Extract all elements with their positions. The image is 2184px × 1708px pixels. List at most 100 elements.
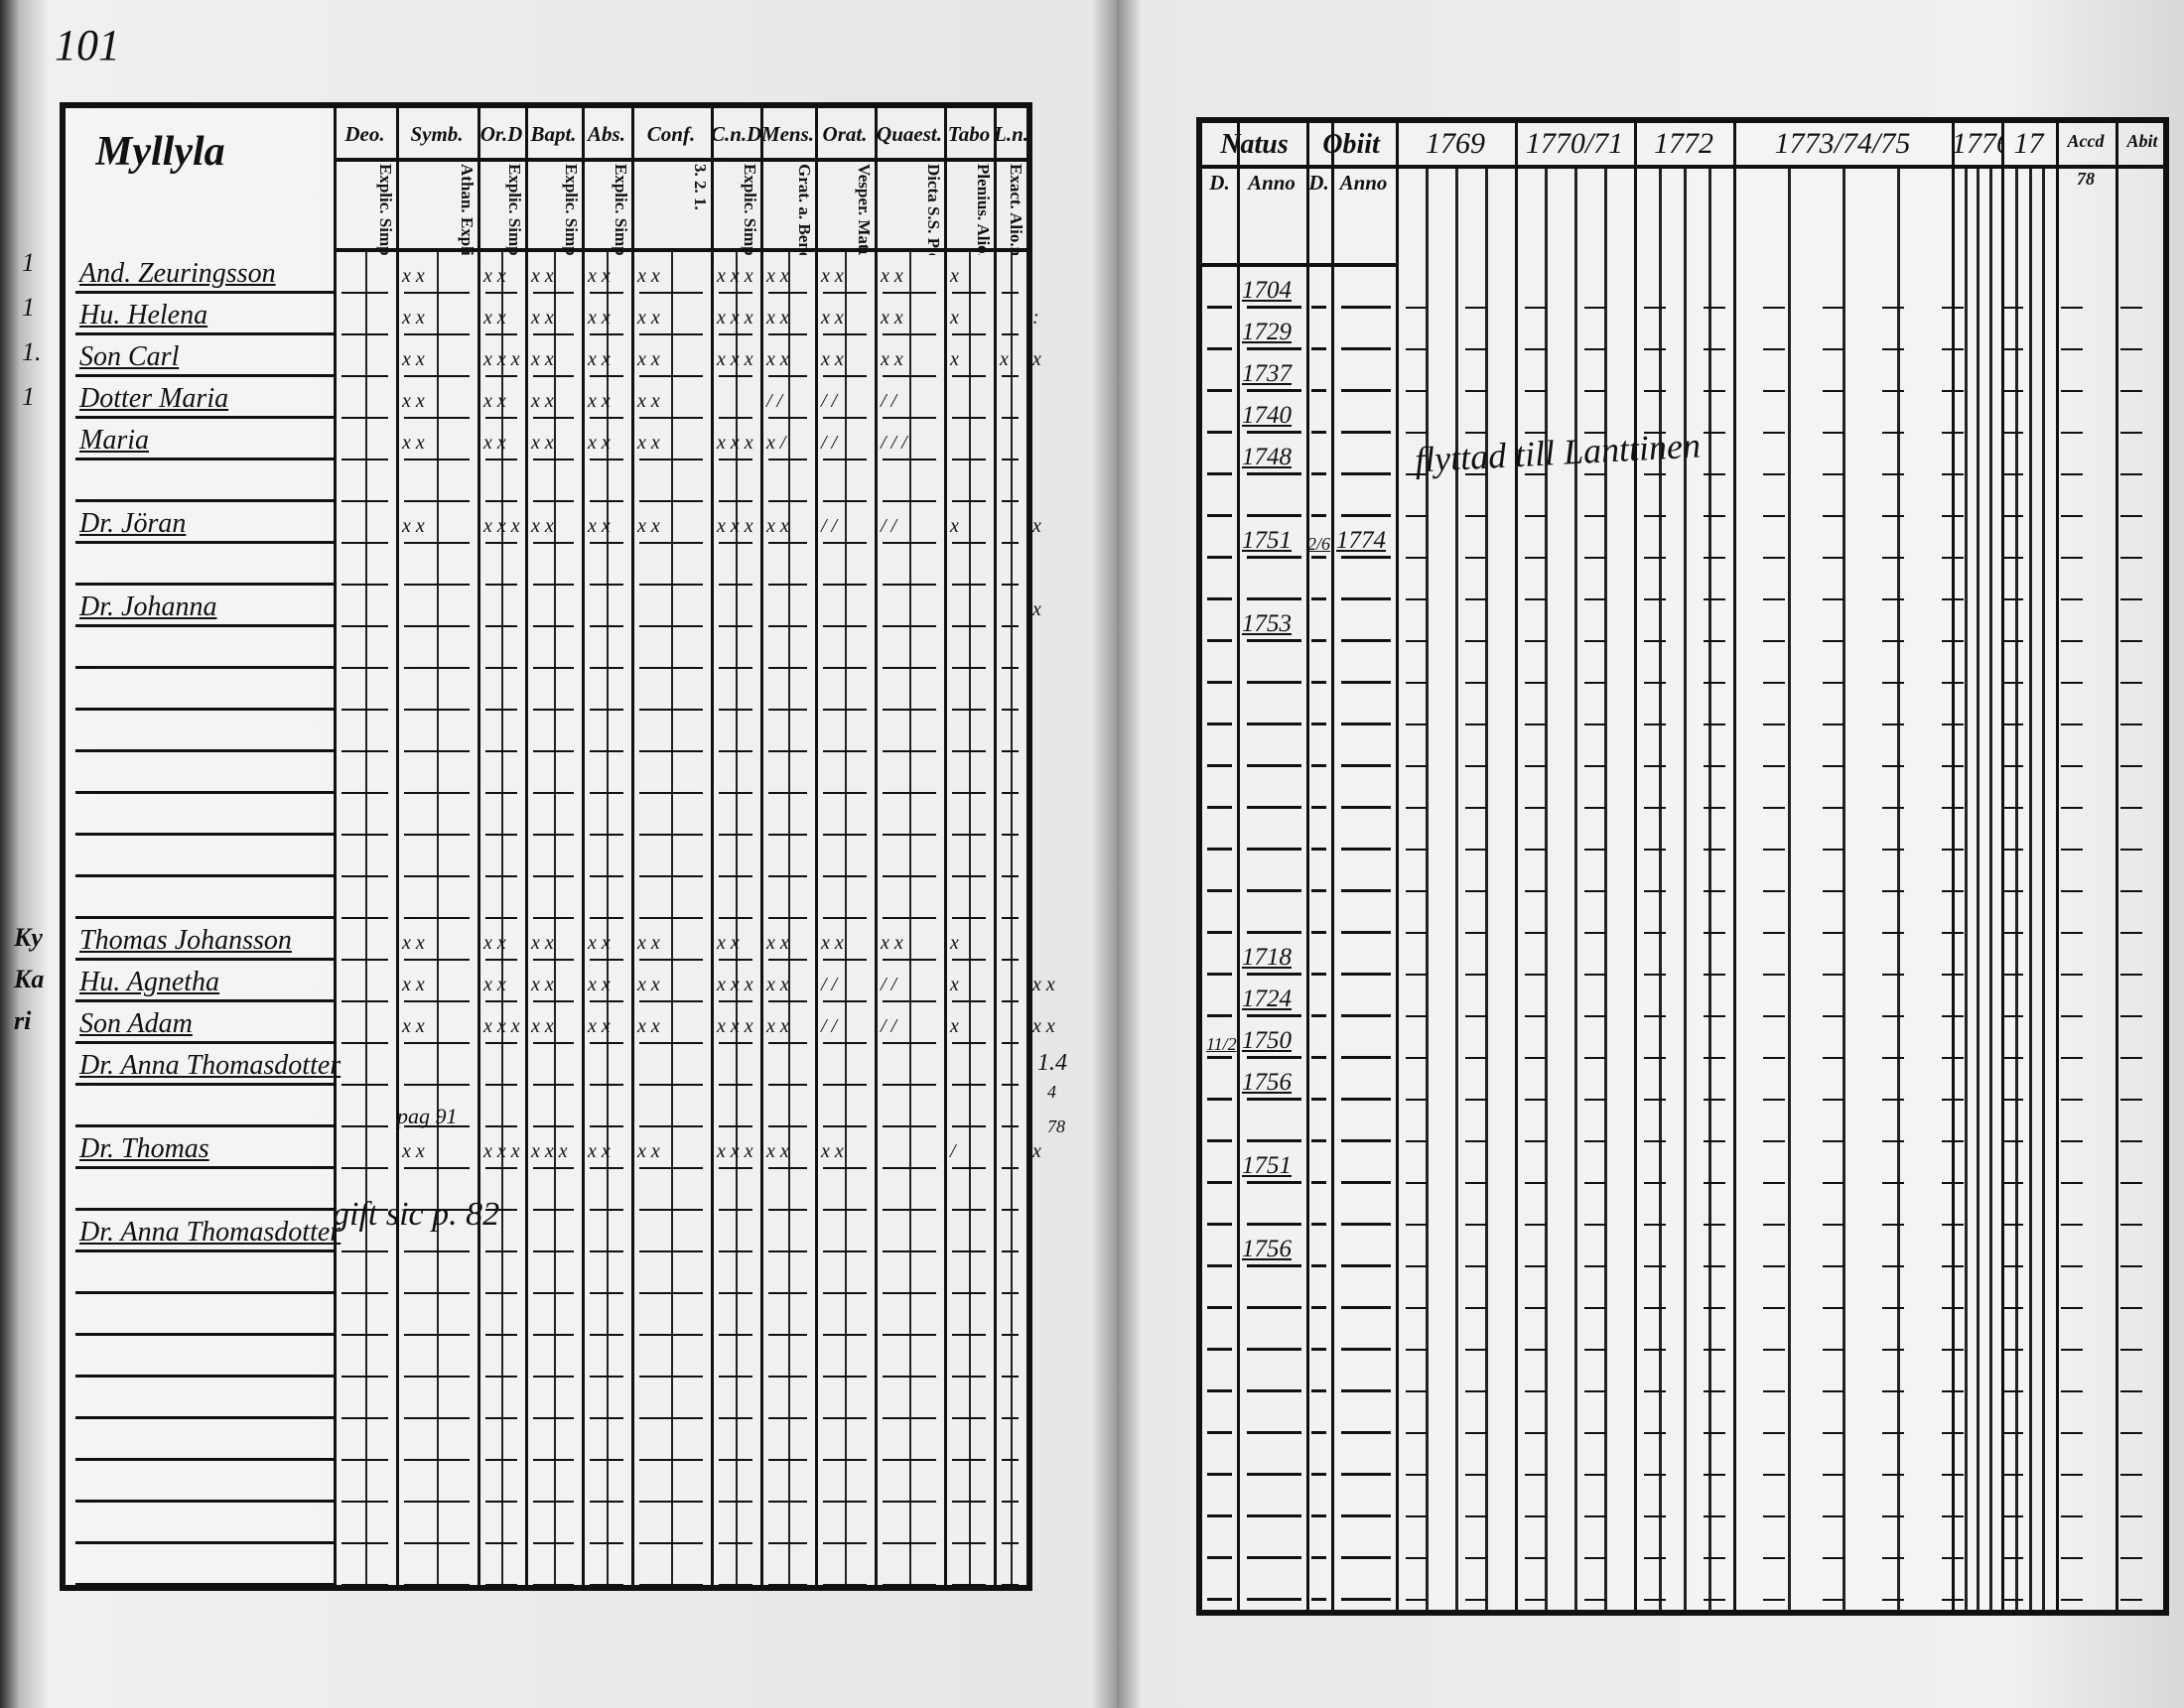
cell-line — [639, 292, 703, 294]
cell-line — [719, 1000, 752, 1002]
cell-line — [1525, 1474, 1547, 1476]
cell-line — [341, 417, 388, 419]
cell-line — [1341, 1348, 1391, 1351]
birth-year: 1718 — [1242, 944, 1292, 971]
cell-line — [1525, 1349, 1547, 1351]
cell-line — [1247, 472, 1301, 475]
cell-line — [719, 542, 752, 544]
cell-line — [1247, 1264, 1301, 1267]
exam-mark: x x — [531, 1015, 554, 1037]
cell-line — [1247, 1348, 1301, 1351]
cell-line — [639, 500, 703, 502]
cell-line — [533, 1042, 574, 1044]
cell-line — [1406, 682, 1428, 684]
cell-line — [1207, 556, 1232, 559]
cell-line — [1002, 1376, 1019, 1378]
cell-line — [404, 625, 470, 627]
table-row — [66, 1086, 1026, 1127]
cell-line — [2061, 1349, 2083, 1351]
cell-line — [2061, 515, 2083, 517]
cell-line — [1942, 807, 1964, 809]
column-divider — [1952, 123, 1955, 1610]
cell-line — [1341, 1431, 1391, 1434]
cell-line — [590, 1084, 623, 1086]
row-line — [75, 1416, 334, 1419]
cell-line — [823, 500, 867, 502]
cell-line — [341, 375, 388, 377]
cell-line — [1704, 1390, 1725, 1392]
cell-line — [533, 1334, 574, 1336]
cell-line — [1763, 390, 1785, 392]
cell-line — [2120, 1224, 2142, 1226]
cell-line — [1882, 1432, 1904, 1434]
table-row: 1751 2/6 1774 — [1202, 517, 2163, 559]
cell-line — [1704, 390, 1725, 392]
exam-mark: x x — [402, 432, 425, 454]
row-line — [75, 583, 334, 586]
cell-line — [2120, 682, 2142, 684]
cell-line — [2061, 640, 2083, 642]
table-row: 1753 — [1202, 600, 2163, 642]
cell-line — [823, 917, 867, 919]
cell-line — [1704, 1265, 1725, 1267]
cell-line — [2001, 1265, 2023, 1267]
cell-line — [1207, 764, 1232, 767]
subcolumn-divider — [1964, 169, 1968, 1610]
cell-line — [1311, 931, 1326, 934]
cell-line — [2061, 1099, 2083, 1101]
birth-year: 1704 — [1242, 277, 1292, 304]
person-name: Hu. Agnetha — [79, 967, 220, 997]
cell-line — [1644, 682, 1666, 684]
cell-line — [1763, 640, 1785, 642]
cell-line — [1763, 1307, 1785, 1309]
birth-year: 1751 — [1242, 527, 1292, 554]
cell-line — [404, 375, 470, 377]
row-line — [75, 1375, 334, 1378]
cell-line — [1823, 1057, 1844, 1059]
table-row: 1750 11/2 — [1202, 1017, 2163, 1059]
cell-line — [1525, 807, 1547, 809]
cell-line — [1525, 849, 1547, 851]
cell-line — [1584, 974, 1606, 976]
cell-line — [639, 1542, 703, 1544]
natus-header: Natus — [1220, 129, 1289, 160]
birth-year: 1750 — [1242, 1027, 1292, 1054]
cell-line — [2001, 1099, 2023, 1101]
cell-line — [590, 1376, 623, 1378]
cell-line — [1207, 1306, 1232, 1309]
cell-line — [639, 584, 703, 586]
cell-line — [1763, 1515, 1785, 1517]
subcolumn-divider — [1843, 169, 1845, 1610]
cell-line — [1823, 682, 1844, 684]
cell-line — [1644, 1140, 1666, 1142]
cell-line — [1465, 598, 1487, 600]
cell-line — [2001, 1015, 2023, 1017]
cell-line — [1406, 1057, 1428, 1059]
cell-line — [1704, 1515, 1725, 1517]
cell-line — [1525, 1140, 1547, 1142]
cell-line — [952, 1125, 986, 1127]
cell-line — [1465, 1099, 1487, 1101]
column-divider — [875, 108, 878, 1585]
exam-mark: x — [950, 974, 959, 995]
side-note-1: 1.4 — [1037, 1050, 1067, 1076]
cell-line — [590, 1459, 623, 1461]
exam-mark: x x — [588, 1015, 611, 1037]
table-row — [66, 1378, 1026, 1419]
subcolumn-divider — [1574, 169, 1577, 1610]
cell-line — [719, 834, 752, 836]
table-row — [1202, 684, 2163, 725]
cell-line — [1584, 1599, 1606, 1601]
exam-mark: x x x — [717, 348, 753, 370]
cell-line — [639, 1167, 703, 1169]
cell-line — [533, 542, 574, 544]
exam-mark: x x — [766, 265, 789, 287]
cell-line — [1942, 390, 1964, 392]
cell-line — [1247, 1598, 1301, 1601]
cell-line — [1823, 432, 1844, 434]
cell-line — [1247, 1014, 1301, 1017]
cell-line — [1311, 1348, 1326, 1351]
column-divider — [631, 108, 634, 1585]
cell-line — [2001, 1515, 2023, 1517]
cell-line — [768, 1376, 807, 1378]
